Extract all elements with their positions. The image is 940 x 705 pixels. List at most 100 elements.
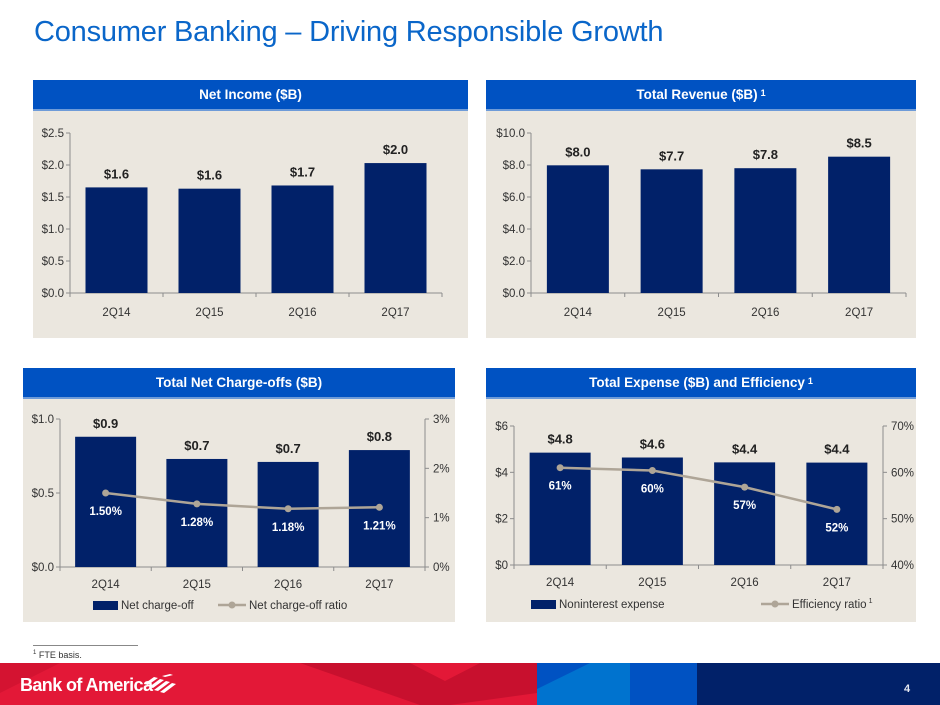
bar-data-label: $2.0	[383, 142, 408, 157]
chart-title: Total Net Charge-offs ($B)	[155, 375, 323, 390]
bar-data-label: $0.7	[275, 441, 300, 456]
y-tick-label: $1.0	[42, 224, 64, 236]
line-point	[284, 505, 292, 513]
y2-tick-label: 60%	[891, 467, 914, 479]
footnote: 1 FTE basis.	[33, 650, 82, 660]
panel-header-net-charge-offs: Total Net Charge-offs ($B)	[23, 368, 455, 399]
y-tick-label: $6	[495, 421, 508, 433]
bar	[529, 452, 591, 565]
bar	[734, 168, 797, 293]
x-tick-label: 2Q14	[564, 307, 593, 319]
bar-data-label: $4.4	[732, 441, 758, 456]
footnote-marker: 1	[807, 375, 813, 386]
x-tick-label: 2Q14	[546, 577, 575, 589]
bar	[714, 462, 776, 565]
expense-efficiency-chart: $0 $2 $4 $6 2Q14 2Q15 2Q16 2Q17 40% 50% 60% 70% $4.8…	[495, 421, 914, 611]
x-tick-label: 2Q16	[288, 307, 316, 319]
x-tick-label: 2Q17	[381, 307, 409, 319]
bar-data-label: $8.5	[846, 136, 871, 151]
page-title: Consumer Banking – Driving Responsible G…	[34, 16, 664, 48]
legend-label: Noninterest expense	[559, 599, 664, 611]
legend-label: Efficiency ratio	[792, 599, 867, 611]
bar	[85, 187, 148, 293]
panel-header-expense-efficiency: Total Expense ($B) and Efficiency 1	[486, 368, 916, 399]
x-tick-label: 2Q14	[102, 307, 131, 319]
net-charge-offs-chart: $0.0 $0.5 $1.0 2Q14 2Q15 2Q16 2Q17 0% 1% 2% 3% $0.9…	[32, 414, 450, 612]
legend-footnote-marker: 1	[869, 598, 873, 605]
y-tick-label: $0.0	[42, 288, 64, 300]
y-tick-label: $0.5	[32, 488, 54, 500]
flag-logo-icon	[144, 674, 176, 693]
bar-data-label: $0.8	[367, 429, 392, 444]
bar-data-label: $1.7	[290, 164, 315, 179]
bar-data-label: $1.6	[197, 168, 222, 183]
total-revenue-chart: $0.0 $2.0 $4.0 $6.0 $8.0 $10.0 2Q14 2Q15 2Q16 2Q1…	[496, 128, 907, 319]
line-point	[556, 464, 564, 472]
line-point	[193, 500, 201, 508]
bar	[178, 188, 241, 293]
bar	[257, 461, 319, 567]
panel-net-income: Net Income ($B) $0.0 $0.5 $1.0 $1.5 $2.0 $2.5…	[33, 80, 468, 338]
x-tick-label: 2Q16	[731, 577, 759, 589]
legend-label: Net charge-off	[121, 600, 194, 612]
bar-data-label: $7.7	[659, 148, 684, 163]
bar	[546, 165, 609, 293]
y-tick-label: $0	[495, 560, 508, 572]
series-line	[105, 491, 380, 511]
y-tick-label: $1.0	[32, 414, 54, 426]
chart-title: Total Expense ($B) and Efficiency	[589, 375, 805, 390]
legend-swatch-bar	[93, 601, 118, 610]
bar	[271, 185, 334, 293]
x-tick-label: 2Q15	[638, 577, 666, 589]
line-data-label: 57%	[733, 500, 756, 512]
line-data-label: 1.21%	[363, 520, 396, 532]
panel-header-net-income: Net Income ($B)	[33, 80, 468, 111]
line-point	[648, 466, 656, 474]
y-tick-label: $0.0	[503, 288, 525, 300]
line-data-label: 52%	[825, 522, 848, 534]
line-point	[102, 489, 110, 497]
x-tick-label: 2Q14	[92, 579, 121, 591]
bar-data-label: $7.8	[753, 147, 778, 162]
net-income-chart: $0.0 $0.5 $1.0 $1.5 $2.0 $2.5 2Q14 2Q15 2Q16 2Q17…	[42, 128, 443, 319]
footnote-marker: 1	[33, 650, 37, 656]
y-tick-label: $8.0	[503, 160, 525, 172]
legend-swatch-point	[228, 601, 236, 609]
panel-header-total-revenue: Total Revenue ($B) 1	[486, 80, 916, 111]
y-tick-label: $4	[495, 467, 508, 479]
bar-data-label: $0.9	[93, 416, 118, 431]
y2-tick-label: 40%	[891, 560, 914, 572]
bar	[806, 462, 868, 565]
x-tick-label: 2Q16	[274, 579, 302, 591]
x-tick-label: 2Q15	[658, 307, 686, 319]
bar	[166, 458, 228, 567]
y2-tick-label: 0%	[433, 562, 450, 574]
y-tick-label: $0.0	[32, 562, 54, 574]
series-line	[560, 466, 838, 511]
bar	[640, 169, 703, 293]
footnote-text: FTE basis.	[38, 650, 82, 660]
legend-swatch-bar	[531, 600, 556, 609]
bar	[75, 436, 137, 567]
y-tick-label: $0.5	[42, 256, 64, 268]
bar-data-label: $4.4	[824, 442, 850, 457]
line-data-label: 60%	[641, 483, 664, 495]
bar-data-label: $4.8	[547, 432, 572, 447]
bar	[828, 156, 891, 293]
page-number: 4	[904, 683, 911, 695]
bar-data-label: $1.6	[104, 166, 129, 181]
line-point	[833, 505, 841, 513]
y-tick-label: $2.0	[42, 160, 64, 172]
y-tick-label: $6.0	[503, 192, 525, 204]
footnote-divider	[33, 645, 138, 646]
y2-tick-label: 70%	[891, 421, 914, 433]
line-point	[375, 503, 383, 511]
brand-logo: Bank of America	[20, 675, 153, 695]
line-data-label: 61%	[549, 481, 572, 493]
footer-band	[0, 663, 940, 705]
y-tick-label: $1.5	[42, 192, 64, 204]
y2-tick-label: 1%	[433, 513, 450, 525]
line-point	[741, 483, 749, 491]
footnote-marker: 1	[760, 87, 766, 98]
bar-data-label: $4.6	[640, 437, 665, 452]
